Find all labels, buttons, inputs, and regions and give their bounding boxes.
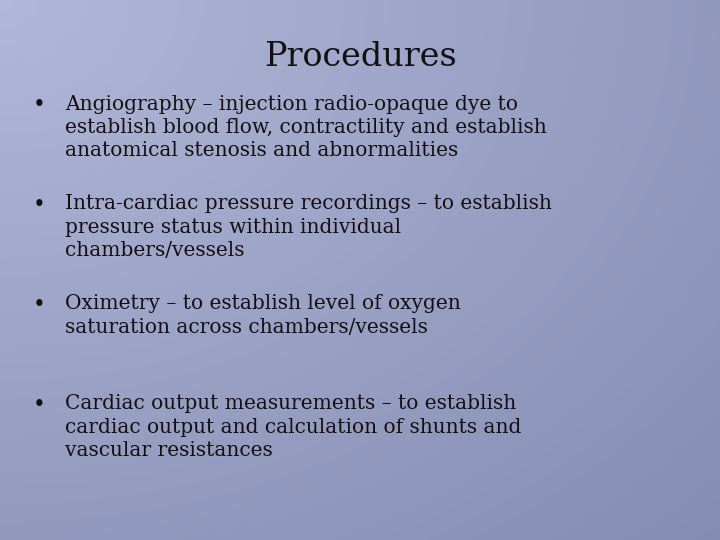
Text: •: • [33, 394, 46, 416]
Text: Cardiac output measurements – to establish
cardiac output and calculation of shu: Cardiac output measurements – to establi… [65, 394, 521, 460]
Text: •: • [33, 294, 46, 316]
Text: Angiography – injection radio-opaque dye to
establish blood flow, contractility : Angiography – injection radio-opaque dye… [65, 94, 546, 160]
Text: Intra-cardiac pressure recordings – to establish
pressure status within individu: Intra-cardiac pressure recordings – to e… [65, 194, 552, 260]
Text: •: • [33, 94, 46, 117]
Text: •: • [33, 194, 46, 217]
Text: Oximetry – to establish level of oxygen
saturation across chambers/vessels: Oximetry – to establish level of oxygen … [65, 294, 461, 337]
Text: Procedures: Procedures [264, 40, 456, 72]
